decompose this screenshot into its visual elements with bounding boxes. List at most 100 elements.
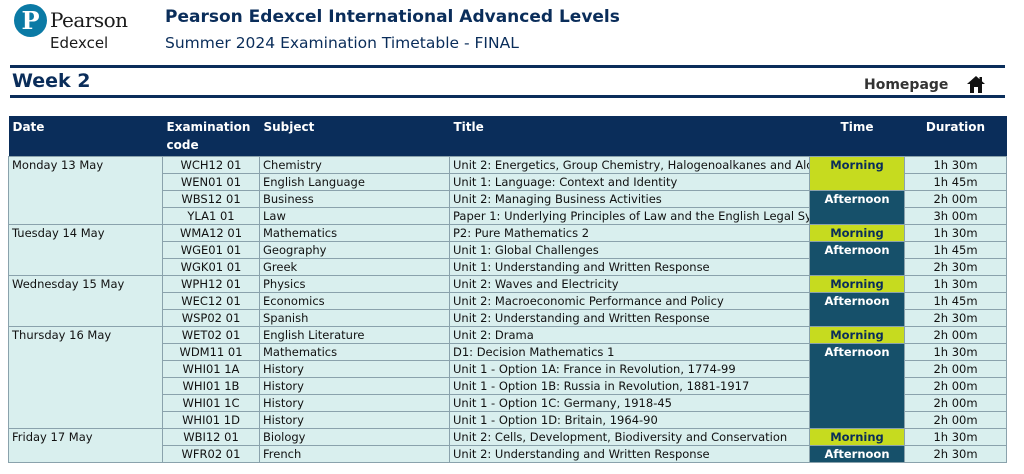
exam-duration: 1h 45m <box>904 292 1007 310</box>
exam-subject: Economics <box>259 292 450 310</box>
week-divider <box>10 95 1005 98</box>
exam-date: Tuesday 14 May <box>8 224 163 276</box>
home-icon[interactable] <box>966 75 986 94</box>
exam-subject: History <box>259 360 450 378</box>
exam-title: Unit 2: Understanding and Written Respon… <box>449 445 810 463</box>
exam-title: Unit 2: Macroeconomic Performance and Po… <box>449 292 810 310</box>
table-row: WGE01 01 Geography Unit 1: Global Challeng… <box>9 241 1007 276</box>
session-badge: Afternoon <box>809 190 905 225</box>
table-row: WHI01 1D History Unit 1 - Option 1D: Brita… <box>9 411 1007 429</box>
exam-date: Thursday 16 May <box>8 326 163 429</box>
table-row: Monday 13 May WCH12 01 Chemistry Unit 2: En… <box>8 156 1007 225</box>
exam-date: Wednesday 15 May <box>8 275 163 327</box>
exam-subject: English Language <box>259 173 450 191</box>
exam-subject: Chemistry <box>259 156 450 174</box>
exam-subject: History <box>259 377 450 395</box>
exam-code: WCH12 01 <box>162 156 260 174</box>
exam-subject: Mathematics <box>259 343 450 361</box>
table-row: Thursday 16 May WET02 01 English Literatur… <box>8 326 1007 429</box>
col-header-time: Time <box>809 116 905 157</box>
exam-subject: Spanish <box>259 309 450 327</box>
exam-duration: 3h 00m <box>904 207 1007 225</box>
exam-subject: French <box>259 445 450 463</box>
exam-title: Unit 1 - Option 1B: Russia in Revolution… <box>449 377 810 395</box>
exam-code: WBS12 01 <box>162 190 260 208</box>
pearson-logo-icon: P <box>14 4 47 37</box>
exam-duration: 2h 00m <box>904 190 1007 208</box>
exam-title: Unit 2: Waves and Electricity <box>449 275 810 293</box>
week-heading: Week 2 <box>12 70 91 92</box>
table-row: WEN01 01 English Language Unit 1: Language… <box>9 173 1007 191</box>
exam-duration: 1h 30m <box>904 224 1007 242</box>
exam-title: Unit 1: Global Challenges <box>449 241 810 259</box>
exam-title: Unit 2: Energetics, Group Chemistry, Hal… <box>449 156 810 174</box>
exam-code: WPH12 01 <box>162 275 260 293</box>
exam-code: WBI12 01 <box>162 428 260 446</box>
exam-title: Unit 2: Cells, Development, Biodiversity… <box>449 428 810 446</box>
exam-duration: 2h 00m <box>904 394 1007 412</box>
exam-duration: 2h 30m <box>904 445 1007 463</box>
exam-code: WHI01 1D <box>162 411 260 429</box>
col-header-date: Date <box>8 116 163 157</box>
exam-subject: Mathematics <box>259 224 450 242</box>
homepage-link[interactable]: Homepage <box>864 77 949 93</box>
exam-duration: 1h 30m <box>904 275 1007 293</box>
table-row: YLA1 01 Law Paper 1: Underlying Principles… <box>9 207 1007 225</box>
table-row: Wednesday 15 May WPH12 01 Physics Unit 2: W… <box>8 275 1007 327</box>
exam-code: WHI01 1A <box>162 360 260 378</box>
exam-date: Monday 13 May <box>8 156 163 225</box>
exam-subject: History <box>259 394 450 412</box>
table-row: WBS12 01 Business Unit 2: Managing Busines… <box>9 190 1007 225</box>
exam-title: Unit 2: Drama <box>449 326 810 344</box>
exam-subject: Law <box>259 207 450 225</box>
exam-date: Friday 17 May <box>8 428 163 463</box>
pearson-logo: P Pearson Edexcel <box>12 2 132 54</box>
exam-title: Unit 2: Understanding and Written Respon… <box>449 309 810 327</box>
exam-code: WMA12 01 <box>162 224 260 242</box>
exam-title: Unit 1: Language: Context and Identity <box>449 173 810 191</box>
exam-title: Paper 1: Underlying Principles of Law an… <box>449 207 810 225</box>
exam-code: WHI01 1C <box>162 394 260 412</box>
col-header-duration: Duration <box>904 116 1007 157</box>
page-subtitle: Summer 2024 Examination Timetable - FINA… <box>165 34 519 52</box>
exam-subject: Business <box>259 190 450 208</box>
session-badge: Morning <box>809 224 905 242</box>
exam-code: WGE01 01 <box>162 241 260 259</box>
table-row: WFR02 01 French Unit 2: Understanding and … <box>9 445 1007 463</box>
exam-code: YLA1 01 <box>162 207 260 225</box>
exam-title: Unit 1 - Option 1D: Britain, 1964-90 <box>449 411 810 429</box>
exam-code: WEN01 01 <box>162 173 260 191</box>
table-header-row: Date Examination code Subject Title Time… <box>8 116 1007 157</box>
exam-code: WET02 01 <box>162 326 260 344</box>
col-header-subject: Subject <box>259 116 450 157</box>
exam-duration: 2h 00m <box>904 411 1007 429</box>
exam-subject: Geography <box>259 241 450 259</box>
exam-code: WGK01 01 <box>162 258 260 276</box>
brand-name: Pearson <box>50 8 128 32</box>
table-row: WSP02 01 Spanish Unit 2: Understanding and… <box>9 309 1007 327</box>
session-badge: Morning <box>809 156 905 191</box>
exam-code: WEC12 01 <box>162 292 260 310</box>
table-row: Tuesday 14 May WMA12 01 Mathematics P2: Pur… <box>8 224 1007 276</box>
session-badge: Morning <box>809 275 905 293</box>
session-badge: Afternoon <box>809 445 905 463</box>
exam-title: Unit 1 - Option 1A: France in Revolution… <box>449 360 810 378</box>
exam-duration: 2h 30m <box>904 309 1007 327</box>
session-badge: Afternoon <box>809 241 905 276</box>
timetable-body: Monday 13 May WCH12 01 Chemistry Unit 2: En… <box>8 156 1007 463</box>
exam-duration: 1h 30m <box>904 156 1007 174</box>
session-badge: Afternoon <box>809 343 905 429</box>
page-title: Pearson Edexcel International Advanced L… <box>165 7 620 27</box>
exam-code: WDM11 01 <box>162 343 260 361</box>
exam-title: Unit 2: Managing Business Activities <box>449 190 810 208</box>
exam-duration: 1h 30m <box>904 343 1007 361</box>
exam-title: D1: Decision Mathematics 1 <box>449 343 810 361</box>
exam-duration: 1h 45m <box>904 173 1007 191</box>
exam-title: Unit 1 - Option 1C: Germany, 1918-45 <box>449 394 810 412</box>
session-badge: Morning <box>809 428 905 446</box>
timetable: Date Examination code Subject Title Time… <box>8 116 1007 463</box>
exam-duration: 1h 30m <box>904 428 1007 446</box>
exam-code: WSP02 01 <box>162 309 260 327</box>
table-row: Friday 17 May WBI12 01 Biology Unit 2: Cell… <box>8 428 1007 463</box>
exam-duration: 2h 00m <box>904 360 1007 378</box>
